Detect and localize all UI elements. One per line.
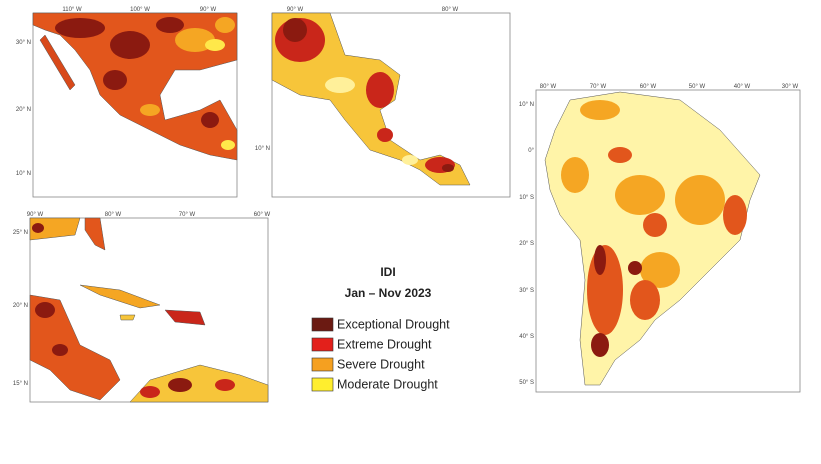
legend-subtitle: Jan – Nov 2023 xyxy=(345,286,432,300)
legend-swatch xyxy=(311,317,334,332)
legend: IDI Jan – Nov 2023 Exceptional Drought Ex… xyxy=(311,265,450,392)
latitude-label: 30° N xyxy=(16,40,31,46)
latitude-label: 20° N xyxy=(16,107,31,113)
longitude-label: 90° W xyxy=(200,7,217,13)
latitude-label: 30° S xyxy=(519,288,534,294)
longitude-label: 60° W xyxy=(640,84,657,90)
extreme-area xyxy=(587,147,747,335)
legend-label: Extreme Drought xyxy=(337,337,432,351)
latitude-label: 50° S xyxy=(519,380,534,386)
legend-label: Moderate Drought xyxy=(337,377,438,391)
central-america-panel xyxy=(271,12,511,198)
latitude-label: 20° N xyxy=(13,303,28,309)
extreme-area xyxy=(140,379,235,398)
mexico-panel xyxy=(32,12,238,198)
land xyxy=(119,314,136,321)
legend-swatch xyxy=(311,337,334,352)
exceptional-area xyxy=(55,17,219,128)
severe-area xyxy=(561,100,725,288)
longitude-label: 90° W xyxy=(287,7,304,13)
caribbean-panel xyxy=(29,217,269,403)
land xyxy=(29,217,81,241)
land xyxy=(164,309,206,326)
severe-area xyxy=(140,17,235,116)
latitude-label: 10° S xyxy=(519,195,534,201)
latitude-label: 15° N xyxy=(13,381,28,387)
exceptional-area xyxy=(283,18,454,172)
south-america-panel xyxy=(535,89,801,393)
longitude-label: 40° W xyxy=(734,84,751,90)
longitude-label: 70° W xyxy=(590,84,607,90)
longitude-label: 80° W xyxy=(105,212,122,218)
land xyxy=(29,294,121,401)
longitude-label: 100° W xyxy=(130,7,150,13)
latitude-label: 10° N xyxy=(519,102,534,108)
longitude-label: 90° W xyxy=(27,212,44,218)
legend-swatch xyxy=(311,357,334,372)
longitude-label: 80° W xyxy=(540,84,557,90)
latitude-label: 40° S xyxy=(519,334,534,340)
latitude-label: 0° xyxy=(528,148,534,154)
moderate-area xyxy=(325,77,418,165)
exceptional-area xyxy=(32,223,192,392)
land xyxy=(129,364,269,403)
latitude-label: 20° S xyxy=(519,241,534,247)
longitude-label: 60° W xyxy=(254,212,271,218)
exceptional-area xyxy=(591,245,642,357)
latitude-label: 10° N xyxy=(255,146,270,152)
latitude-label: 10° N xyxy=(16,171,31,177)
longitude-label: 50° W xyxy=(689,84,706,90)
legend-label: Severe Drought xyxy=(337,357,425,371)
legend-swatch xyxy=(311,377,334,392)
longitude-label: 30° W xyxy=(782,84,799,90)
land xyxy=(84,217,106,251)
latitude-label: 25° N xyxy=(13,230,28,236)
longitude-label: 70° W xyxy=(179,212,196,218)
longitude-label: 110° W xyxy=(62,7,82,13)
moderate-area xyxy=(205,39,235,150)
longitude-label: 80° W xyxy=(442,7,459,13)
legend-title: IDI xyxy=(380,265,395,279)
land xyxy=(79,284,161,309)
land xyxy=(39,34,76,91)
legend-label: Exceptional Drought xyxy=(337,317,450,331)
